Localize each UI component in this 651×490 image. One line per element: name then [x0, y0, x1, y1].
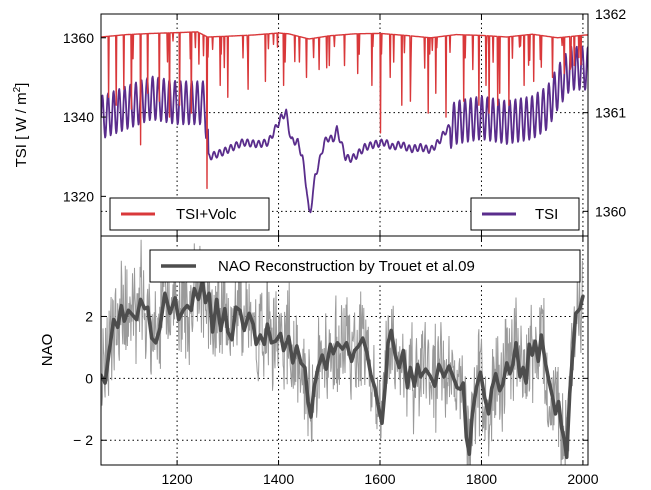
legend-tsi-volc: TSI+Volc — [109, 197, 270, 231]
nao-annual-series — [101, 239, 584, 465]
bottom-x-tick-label: 1200 — [162, 471, 193, 487]
bottom-y-tick-label: − 2 — [73, 432, 93, 448]
top-left-tick-label: 1320 — [63, 188, 94, 204]
bottom-panel-ticks: − 2 0 2 1200 1400 1600 1800 2000 — [73, 236, 599, 487]
tsi-line — [101, 45, 588, 214]
top-left-axis-label-end: ] — [13, 83, 30, 87]
top-left-tick-label: 1340 — [63, 109, 94, 125]
bottom-x-tick-label: 2000 — [567, 471, 598, 487]
legend-tsi: TSI — [470, 197, 580, 231]
bottom-y-tick-label: 2 — [85, 308, 93, 324]
bottom-x-tick-label: 1400 — [263, 471, 294, 487]
bottom-axis-label: NAO — [39, 334, 56, 367]
legend-nao-box — [149, 249, 581, 283]
top-right-tick-label: 1360 — [595, 203, 626, 219]
top-left-tick-label: 1360 — [63, 30, 94, 46]
top-panel-ticks: 1320 1340 1360 1360 1361 1362 — [63, 6, 626, 236]
top-left-axis-label-main: TSI [ W / m — [13, 92, 30, 167]
legend-nao: NAO Reconstruction by Trouet et al.09 — [149, 249, 581, 283]
panel-bottom-frame — [100, 235, 589, 466]
top-left-axis-label: TSI [ W / m2] — [12, 83, 30, 168]
top-left-axis-label-sup: 2 — [12, 86, 23, 92]
tsi-volc-line — [101, 31, 588, 190]
bottom-x-tick-label: 1800 — [466, 471, 497, 487]
bottom-y-tick-label: 0 — [85, 370, 93, 386]
legend-tsi-volc-label: TSI+Volc — [176, 206, 237, 223]
nao-reconstruction-line — [101, 279, 585, 460]
top-right-tick-label: 1361 — [595, 105, 626, 121]
bottom-x-tick-label: 1600 — [364, 471, 395, 487]
top-right-tick-label: 1362 — [595, 6, 626, 22]
legend-nao-label: NAO Reconstruction by Trouet et al.09 — [218, 258, 475, 275]
legend-tsi-label: TSI — [535, 206, 558, 223]
